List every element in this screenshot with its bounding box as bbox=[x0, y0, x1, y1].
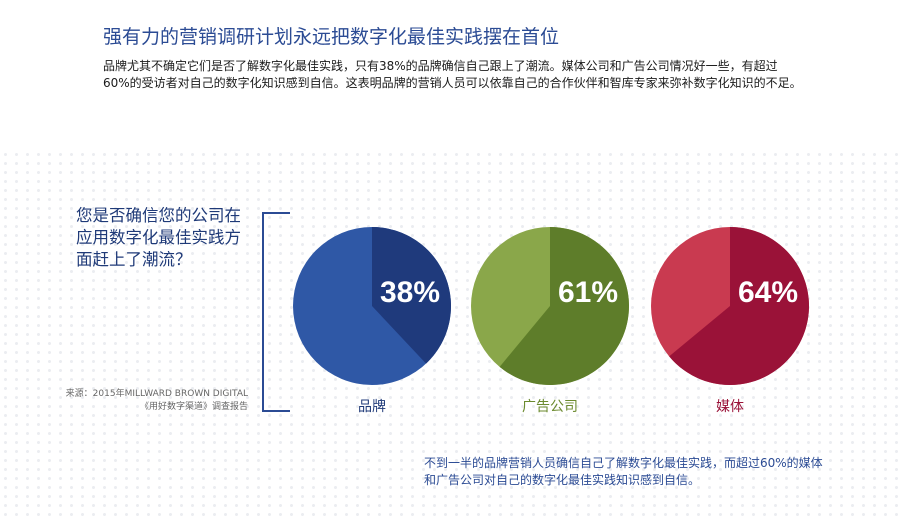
source-line-2: 《用好数字渠道》调查报告 bbox=[139, 402, 248, 412]
pie-slice-value bbox=[499, 227, 629, 385]
pie-category-label: 广告公司 bbox=[522, 399, 578, 415]
pie-2: 61% 广告公司 bbox=[471, 227, 629, 415]
page-title: 强有力的营销调研计划永远把数字化最佳实践摆在首位 bbox=[103, 26, 560, 48]
pie-category-label: 媒体 bbox=[716, 399, 744, 415]
pie-category-label: 品牌 bbox=[358, 398, 386, 415]
pie-slice-value bbox=[669, 227, 809, 385]
bracket-divider bbox=[262, 212, 290, 412]
pie-slice-value bbox=[372, 227, 452, 364]
pie-value-label: 61% bbox=[558, 276, 618, 309]
source-note: 来源：2015年MILLWARD BROWN DIGITAL 《用好数字渠道》调… bbox=[30, 388, 248, 414]
footnote: 不到一半的品牌营销人员确信自己了解数字化最佳实践，而超过60%的媒体和广告公司对… bbox=[424, 456, 823, 487]
pie-value-label: 64% bbox=[738, 276, 798, 309]
pie-value-label: 38% bbox=[380, 276, 440, 309]
pie-1: 38% 品牌 bbox=[293, 227, 452, 415]
pie-3: 64% 媒体 bbox=[651, 227, 809, 415]
survey-question: 您是否确信您的公司在应用数字化最佳实践方面赶上了潮流？ bbox=[76, 206, 241, 269]
intro-paragraph: 品牌尤其不确定它们是否了解数字化最佳实践，只有38%的品牌确信自己跟上了潮流。媒… bbox=[103, 59, 802, 90]
source-line-1: 来源：2015年MILLWARD BROWN DIGITAL bbox=[65, 389, 248, 399]
